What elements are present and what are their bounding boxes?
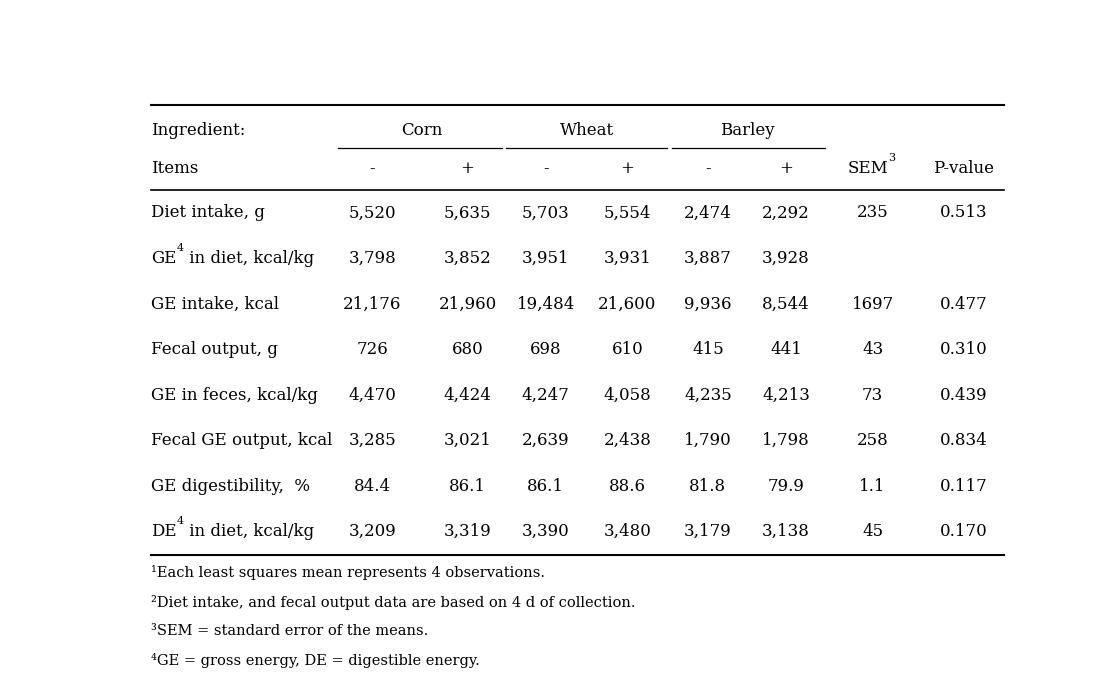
- Text: 441: 441: [770, 341, 802, 358]
- Text: 2,639: 2,639: [521, 432, 570, 449]
- Text: GE: GE: [151, 250, 177, 267]
- Text: -: -: [705, 160, 711, 177]
- Text: 21,960: 21,960: [439, 296, 497, 312]
- Text: 45: 45: [862, 523, 883, 541]
- Text: 0.117: 0.117: [940, 477, 988, 495]
- Text: 84.4: 84.4: [354, 477, 391, 495]
- Text: 3,951: 3,951: [521, 250, 570, 267]
- Text: Diet intake, g: Diet intake, g: [151, 205, 265, 221]
- Text: Barley: Barley: [720, 122, 774, 139]
- Text: 4,058: 4,058: [603, 387, 651, 404]
- Text: Wheat: Wheat: [560, 122, 613, 139]
- Text: 0.513: 0.513: [940, 205, 988, 221]
- Text: 5,635: 5,635: [444, 205, 491, 221]
- Text: Items: Items: [151, 160, 198, 177]
- Text: +: +: [620, 160, 634, 177]
- Text: 79.9: 79.9: [768, 477, 805, 495]
- Text: 0.834: 0.834: [940, 432, 988, 449]
- Text: in diet, kcal/kg: in diet, kcal/kg: [184, 250, 313, 267]
- Text: 3,480: 3,480: [603, 523, 651, 541]
- Text: 726: 726: [357, 341, 388, 358]
- Text: 3: 3: [888, 153, 895, 163]
- Text: GE in feces, kcal/kg: GE in feces, kcal/kg: [151, 387, 318, 404]
- Text: +: +: [461, 160, 474, 177]
- Text: ³SEM = standard error of the means.: ³SEM = standard error of the means.: [151, 624, 429, 638]
- Text: in diet, kcal/kg: in diet, kcal/kg: [184, 523, 314, 541]
- Text: 4,424: 4,424: [444, 387, 491, 404]
- Text: 4: 4: [177, 243, 184, 253]
- Text: 86.1: 86.1: [527, 477, 564, 495]
- Text: SEM: SEM: [848, 160, 888, 177]
- Text: 73: 73: [862, 387, 883, 404]
- Text: 3,390: 3,390: [521, 523, 570, 541]
- Text: 3,931: 3,931: [603, 250, 651, 267]
- Text: 3,285: 3,285: [348, 432, 396, 449]
- Text: 3,209: 3,209: [348, 523, 396, 541]
- Text: 0.310: 0.310: [940, 341, 988, 358]
- Text: 2,292: 2,292: [762, 205, 810, 221]
- Text: Fecal output, g: Fecal output, g: [151, 341, 278, 358]
- Text: 680: 680: [452, 341, 483, 358]
- Text: DE: DE: [151, 523, 177, 541]
- Text: 3,179: 3,179: [684, 523, 732, 541]
- Text: 2,438: 2,438: [603, 432, 651, 449]
- Text: Corn: Corn: [401, 122, 442, 139]
- Text: 2,474: 2,474: [684, 205, 732, 221]
- Text: 1.1: 1.1: [859, 477, 886, 495]
- Text: 4,213: 4,213: [762, 387, 810, 404]
- Text: 4,247: 4,247: [521, 387, 570, 404]
- Text: -: -: [369, 160, 375, 177]
- Text: 3,319: 3,319: [444, 523, 491, 541]
- Text: 0.477: 0.477: [940, 296, 988, 312]
- Text: 86.1: 86.1: [449, 477, 486, 495]
- Text: ⁴GE = gross energy, DE = digestible energy.: ⁴GE = gross energy, DE = digestible ener…: [151, 654, 480, 668]
- Text: ²Diet intake, and fecal output data are based on 4 d of collection.: ²Diet intake, and fecal output data are …: [151, 595, 636, 610]
- Text: 4,470: 4,470: [348, 387, 396, 404]
- Text: 0.170: 0.170: [940, 523, 988, 541]
- Text: 3,852: 3,852: [444, 250, 491, 267]
- Text: P-value: P-value: [933, 160, 995, 177]
- Text: 1,790: 1,790: [684, 432, 732, 449]
- Text: 4,235: 4,235: [684, 387, 732, 404]
- Text: Ingredient:: Ingredient:: [151, 122, 245, 139]
- Text: 610: 610: [611, 341, 643, 358]
- Text: 3,798: 3,798: [348, 250, 396, 267]
- Text: 1,798: 1,798: [762, 432, 810, 449]
- Text: -: -: [543, 160, 548, 177]
- Text: 415: 415: [692, 341, 724, 358]
- Text: GE intake, kcal: GE intake, kcal: [151, 296, 279, 312]
- Text: 21,600: 21,600: [598, 296, 657, 312]
- Text: 5,703: 5,703: [521, 205, 570, 221]
- Text: ¹Each least squares mean represents 4 observations.: ¹Each least squares mean represents 4 ob…: [151, 566, 545, 580]
- Text: 235: 235: [857, 205, 888, 221]
- Text: 19,484: 19,484: [517, 296, 575, 312]
- Text: 5,554: 5,554: [603, 205, 651, 221]
- Text: 0.439: 0.439: [940, 387, 988, 404]
- Text: 258: 258: [857, 432, 888, 449]
- Text: +: +: [779, 160, 793, 177]
- Text: GE digestibility,  %: GE digestibility, %: [151, 477, 310, 495]
- Text: 81.8: 81.8: [689, 477, 726, 495]
- Text: 9,936: 9,936: [684, 296, 732, 312]
- Text: 3,138: 3,138: [762, 523, 810, 541]
- Text: 3,887: 3,887: [684, 250, 732, 267]
- Text: 1697: 1697: [852, 296, 894, 312]
- Text: 5,520: 5,520: [348, 205, 396, 221]
- Text: Fecal GE output, kcal: Fecal GE output, kcal: [151, 432, 332, 449]
- Text: 3,928: 3,928: [762, 250, 810, 267]
- Text: 8,544: 8,544: [762, 296, 810, 312]
- Text: 3,021: 3,021: [444, 432, 491, 449]
- Text: 43: 43: [862, 341, 883, 358]
- Text: 4: 4: [177, 516, 184, 526]
- Text: 698: 698: [530, 341, 562, 358]
- Text: 88.6: 88.6: [609, 477, 646, 495]
- Text: 21,176: 21,176: [344, 296, 402, 312]
